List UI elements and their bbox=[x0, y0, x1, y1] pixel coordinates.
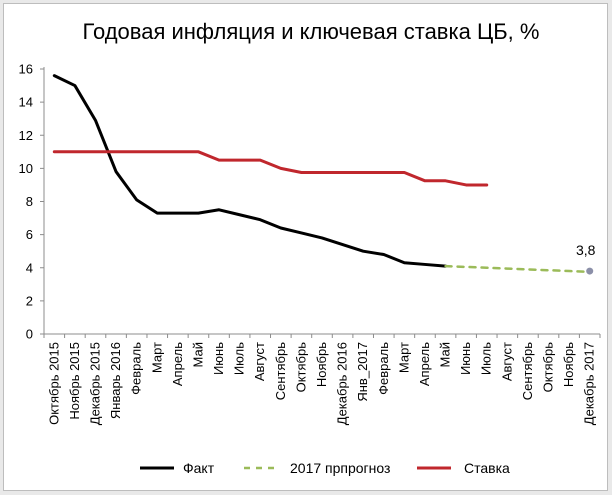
x-tick-label: Август bbox=[252, 342, 267, 381]
x-tick-label: Февраль bbox=[376, 342, 391, 395]
y-tick-label: 6 bbox=[26, 227, 33, 242]
x-tick-label: Ноябрь bbox=[561, 342, 576, 387]
y-tick-label: 10 bbox=[19, 161, 33, 176]
x-tick-label: Март bbox=[396, 342, 411, 373]
y-tick-label: 2 bbox=[26, 293, 33, 308]
series-line-0 bbox=[52, 74, 448, 268]
series-line-1 bbox=[444, 264, 591, 274]
y-tick-label: 0 bbox=[26, 327, 33, 342]
x-tick-label: Ноябрь bbox=[314, 342, 329, 387]
x-tick-label: Январь 2016 bbox=[108, 342, 123, 419]
x-tick-label: Апрель bbox=[170, 342, 185, 386]
x-tick-label: Март bbox=[149, 342, 164, 373]
x-tick-label: Октябрь 2015 bbox=[46, 342, 61, 425]
x-tick-label: Сентябрь bbox=[520, 342, 535, 400]
x-tick-label: Октябрь bbox=[293, 342, 308, 393]
legend-label-2: Ставка bbox=[464, 460, 510, 476]
x-tick-label: Декабрь 2016 bbox=[335, 342, 350, 425]
x-tick-label: Янв_2017 bbox=[355, 342, 370, 402]
x-tick-label: Июль bbox=[232, 342, 247, 375]
data-marker bbox=[586, 267, 594, 275]
legend-label-1: 2017 прпрогноз bbox=[290, 460, 390, 476]
x-tick-label: Май bbox=[438, 342, 453, 367]
series-line-2 bbox=[52, 150, 489, 187]
x-tick-label: Август bbox=[499, 342, 514, 381]
x-tick-label: Сентябрь bbox=[273, 342, 288, 400]
x-tick-label: Июнь bbox=[211, 342, 226, 375]
y-tick-label: 8 bbox=[26, 194, 33, 209]
x-tick-label: Февраль bbox=[129, 342, 144, 395]
data-label: 3,8 bbox=[576, 242, 596, 258]
x-tick-label: Декабрь 2015 bbox=[87, 342, 102, 425]
chart-frame: Годовая инфляция и ключевая ставка ЦБ, %… bbox=[3, 3, 608, 491]
x-tick-label: Октябрь bbox=[541, 342, 556, 393]
x-tick-label: Ноябрь 2015 bbox=[67, 342, 82, 420]
y-tick-label: 14 bbox=[19, 95, 33, 110]
y-tick-label: 16 bbox=[19, 62, 33, 77]
x-tick-label: Декабрь 2017 bbox=[582, 342, 597, 425]
chart-svg: Годовая инфляция и ключевая ставка ЦБ, %… bbox=[19, 19, 601, 476]
y-tick-label: 12 bbox=[19, 128, 33, 143]
legend: Факт 2017 прпрогноз Ставка bbox=[140, 460, 510, 476]
x-tick-label: Июль bbox=[479, 342, 494, 375]
x-tick-label: Июнь bbox=[458, 342, 473, 375]
x-tick-label: Май bbox=[190, 342, 205, 367]
legend-label-0: Факт bbox=[183, 460, 215, 476]
y-tick-label: 4 bbox=[26, 260, 33, 275]
plot-area: 0 2 4 6 8 10 12 14 16 Октябрь 2015 Ноябрь 2015 Дека… bbox=[19, 62, 601, 425]
x-tick-label: Апрель bbox=[417, 342, 432, 386]
chart-title: Годовая инфляция и ключевая ставка ЦБ, % bbox=[83, 19, 540, 44]
